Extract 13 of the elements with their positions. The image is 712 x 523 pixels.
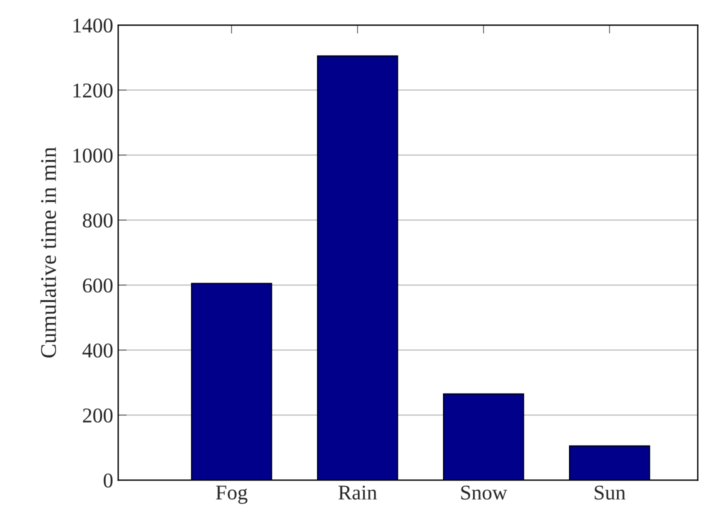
x-tick-label: Snow (461, 486, 508, 500)
y-tick-label: 0 (104, 473, 113, 488)
y-tick-label: 1000 (73, 148, 113, 163)
y-tick-label: 200 (82, 408, 113, 423)
y-tick-label: 600 (82, 278, 113, 293)
y-tick-label: 1200 (73, 83, 113, 98)
y-tick-label: 400 (82, 343, 113, 358)
x-tick-label: Fog (216, 486, 248, 504)
y-axis-title: Cumulative time in min (40, 147, 56, 358)
x-tick-label: Sun (594, 486, 626, 500)
y-tick-label: 1400 (73, 18, 113, 33)
y-tick-label: 800 (82, 213, 113, 228)
x-tick-label: Rain (338, 486, 377, 500)
